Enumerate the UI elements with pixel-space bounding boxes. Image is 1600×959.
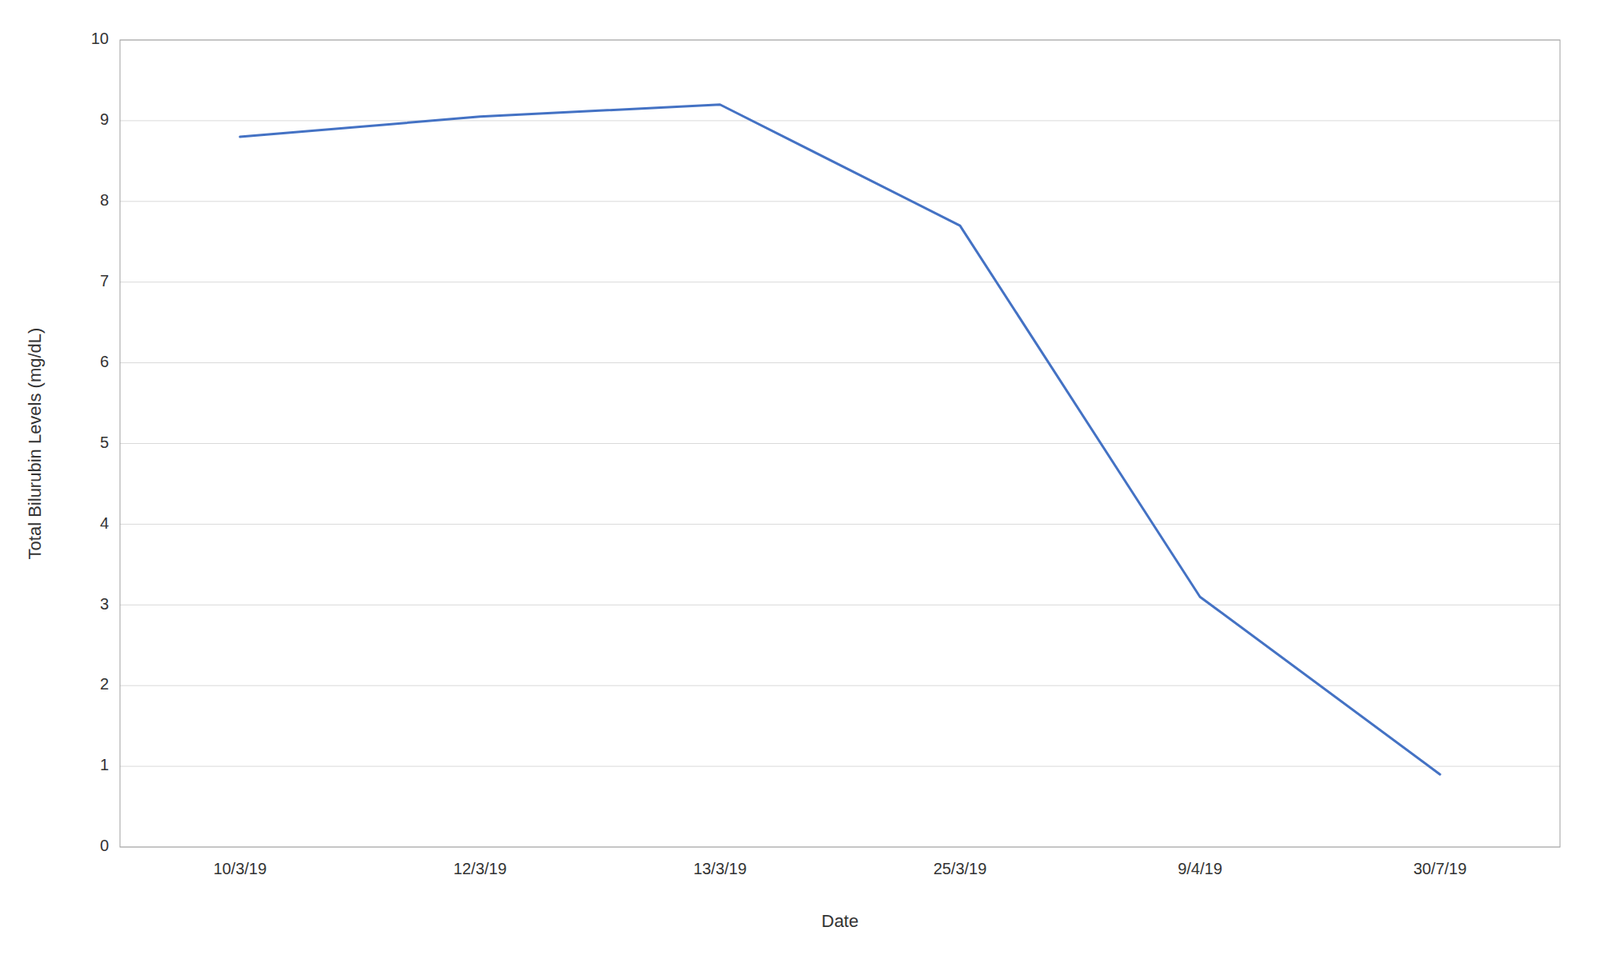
grid-line bbox=[120, 524, 1560, 525]
y-tick-label: 9 bbox=[100, 110, 109, 128]
y-axis-label: Total Bilurubin Levels (mg/dL) bbox=[24, 328, 45, 560]
x-tick-label: 30/7/19 bbox=[1413, 860, 1468, 878]
x-tick-label: 25/3/19 bbox=[933, 860, 988, 878]
grid-line bbox=[120, 120, 1560, 121]
chart-container: 0 1 2 3 4 5 6 7 8 9 10 10/3/19 12/3/19 13/3/19 25/3/19… bbox=[0, 0, 1600, 959]
data-line bbox=[240, 104, 1440, 775]
y-tick-label: 6 bbox=[100, 352, 109, 371]
y-tick-label: 0 bbox=[100, 836, 109, 855]
y-tick-label: 2 bbox=[100, 675, 109, 693]
chart-svg: 0 1 2 3 4 5 6 7 8 9 10 10/3/19 12/3/19 13/3/19 25/3/19… bbox=[0, 0, 1600, 959]
grid-line bbox=[120, 362, 1560, 364]
grid bbox=[120, 40, 1560, 848]
y-tick-label: 1 bbox=[100, 756, 109, 774]
data-area bbox=[240, 104, 1440, 775]
x-tick-label: 12/3/19 bbox=[453, 860, 508, 878]
grid-line bbox=[120, 281, 1560, 283]
grid-line bbox=[120, 604, 1560, 606]
y-tick-label: 10 bbox=[91, 29, 109, 48]
plot-background bbox=[120, 40, 1560, 848]
grid-line bbox=[120, 443, 1560, 444]
grid-line bbox=[120, 685, 1560, 687]
x-axis-label: Date bbox=[821, 911, 859, 932]
x-tick-label: 10/3/19 bbox=[213, 860, 268, 878]
y-tick-label: 8 bbox=[100, 191, 109, 209]
y-tick-label: 7 bbox=[100, 272, 109, 290]
y-tick-label: 3 bbox=[100, 595, 109, 613]
grid-line bbox=[120, 200, 1560, 202]
x-ticks: 10/3/19 12/3/19 13/3/19 25/3/19 9/4/19 30/7/1… bbox=[213, 860, 1468, 878]
grid-line bbox=[120, 766, 1560, 768]
plot-frame bbox=[120, 40, 1560, 848]
y-tick-label: 4 bbox=[100, 514, 109, 532]
y-tick-label: 5 bbox=[100, 433, 109, 452]
y-ticks: 0 1 2 3 4 5 6 7 8 9 10 bbox=[91, 29, 109, 855]
x-tick-label: 9/4/19 bbox=[1177, 860, 1223, 878]
x-tick-label: 13/3/19 bbox=[693, 860, 748, 878]
